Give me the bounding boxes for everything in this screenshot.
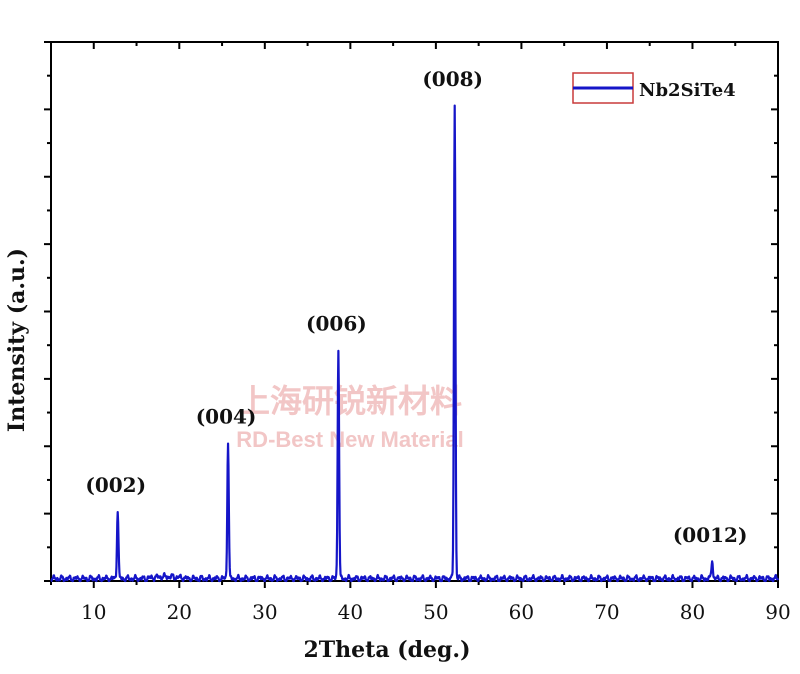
- x-tick-label: 20: [167, 600, 192, 624]
- x-tick-label: 30: [252, 600, 277, 624]
- x-tick-label: 10: [81, 600, 106, 624]
- y-axis-title: Intensity (a.u.): [4, 248, 30, 432]
- peak-label: (004): [196, 404, 257, 428]
- axis-ticks: [44, 41, 779, 588]
- x-tick-label: 80: [680, 600, 705, 624]
- x-tick-label: 70: [594, 600, 619, 624]
- x-tick-label: 40: [338, 600, 363, 624]
- peak-label: (002): [85, 473, 146, 497]
- x-tick-label: 90: [765, 600, 790, 624]
- peak-label: (0012): [673, 523, 748, 547]
- plot-frame: [50, 41, 779, 582]
- legend-entry: Nb2SiTe4: [639, 80, 736, 101]
- legend: Nb2SiTe4: [572, 72, 736, 104]
- watermark-english: RD-Best New Material: [236, 427, 463, 452]
- peak-labels: (002) (004) (006) (008) (0012): [85, 67, 747, 547]
- peak-label: (006): [306, 312, 367, 336]
- peak-label: (008): [422, 67, 483, 91]
- x-axis-title: 2Theta (deg.): [304, 637, 471, 663]
- series-line-nb2site4: [50, 104, 780, 583]
- x-tick-labels: 10 20 30 40 50 60 70 80 90: [81, 600, 791, 624]
- watermark-chinese: 上海研锐新材料: [238, 382, 462, 420]
- x-tick-label: 60: [509, 600, 534, 624]
- x-tick-label: 50: [423, 600, 448, 624]
